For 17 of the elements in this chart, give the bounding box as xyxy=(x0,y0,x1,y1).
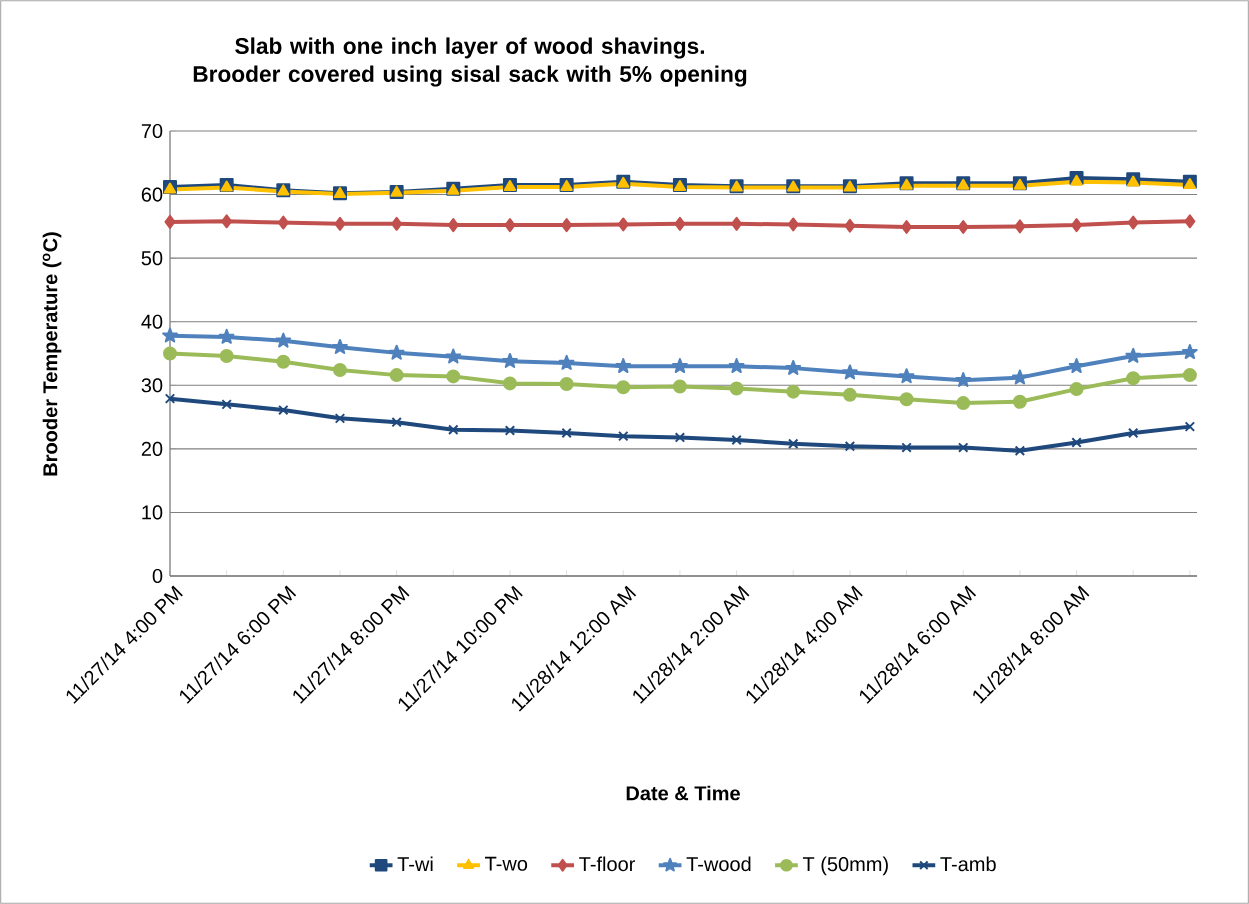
y-tick-label: 70 xyxy=(141,123,163,139)
chart-title: Slab with one inch layer of wood shavings. Brooder covered using sisal sack with 5% opening xyxy=(193,37,747,87)
legend-label: T-wood xyxy=(686,856,751,872)
x-axis-title: Date & Time xyxy=(626,785,740,801)
legend-label: T (50mm) xyxy=(802,856,888,876)
legend-label: T-wi xyxy=(397,856,433,871)
legend-label: T-wo xyxy=(485,856,528,871)
y-axis-title: Brooder Temperature ($^{o}$C) xyxy=(42,232,62,476)
y-tick-label: 30 xyxy=(141,378,163,393)
y-tick-label: 40 xyxy=(141,314,163,329)
legend-label: T-amb xyxy=(940,856,996,872)
y-tick-label: 50 xyxy=(141,251,163,266)
y-tick-label: 60 xyxy=(141,187,163,202)
y-tick-label: 0 xyxy=(152,568,163,584)
legend-label: T-floor xyxy=(579,856,636,872)
y-tick-label: 20 xyxy=(141,441,163,456)
y-tick-label: 10 xyxy=(142,505,163,520)
